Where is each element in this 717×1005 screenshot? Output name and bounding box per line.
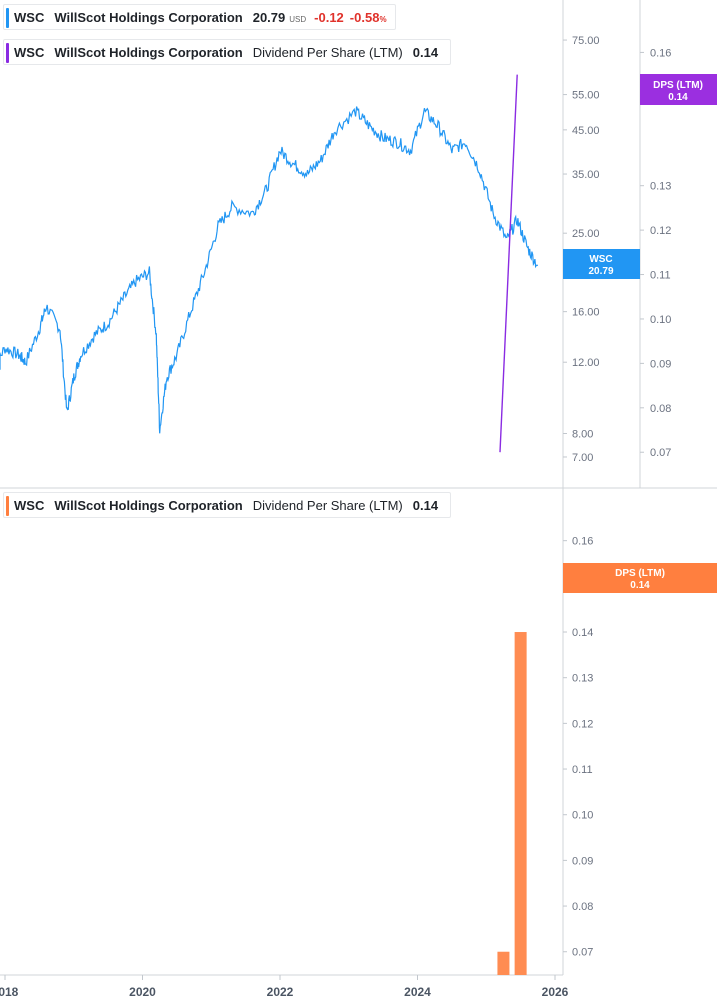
price-tick-label: 35.00 <box>572 169 600 181</box>
dps-tick-label: 0.10 <box>650 314 671 326</box>
x-tick-label: 2018 <box>0 985 19 999</box>
price-tick-label: 16.00 <box>572 307 600 319</box>
dps-bottom-tick-label: 0.13 <box>572 673 593 685</box>
legend-change: -0.12 <box>314 9 344 25</box>
dps-bottom-badge: DPS (LTM) 0.14 <box>563 563 717 593</box>
x-tick-label: 2024 <box>404 985 431 999</box>
legend-ticker: WSC <box>14 9 45 25</box>
dps-bottom-tick-label: 0.12 <box>572 718 593 730</box>
price-legend[interactable]: WSC WillScot Holdings Corporation 20.79 … <box>3 4 396 30</box>
x-axis-ticks: 2018 2020 2022 2024 2026 <box>0 975 569 999</box>
legend-company: WillScot Holdings Corporation <box>54 44 243 60</box>
legend-price: 20.79 <box>252 9 286 25</box>
dps-bottom-badge-label: DPS (LTM) <box>615 568 665 579</box>
price-tick-label: 25.00 <box>572 228 600 240</box>
dps-bottom-legend-swatch <box>6 496 9 516</box>
price-tick-label: 75.00 <box>572 35 600 47</box>
dps-top-badge: DPS (LTM) 0.14 <box>640 74 717 105</box>
legend-ticker: WSC <box>14 497 45 513</box>
dps-bottom-tick-label: 0.09 <box>572 855 593 867</box>
legend-value: 0.14 <box>412 497 439 513</box>
price-tick-label: 7.00 <box>572 452 593 464</box>
dps-bottom-legend[interactable]: WSC WillScot Holdings Corporation Divide… <box>3 492 452 518</box>
dps-top-legend-swatch <box>6 43 9 63</box>
dps-bars <box>497 632 527 975</box>
dps-axis-ticks: 0.16 0.13 0.12 0.11 0.10 0.09 0.08 0.07 <box>640 47 671 459</box>
dps-bottom-tick-label: 0.16 <box>572 536 593 548</box>
x-tick-label: 2022 <box>267 985 294 999</box>
dps-bar <box>497 951 510 975</box>
dps-bottom-tick-label: 0.14 <box>572 627 593 639</box>
dps-bottom-tick-label: 0.10 <box>572 810 593 822</box>
legend-change-pct: -0.58% <box>350 10 387 25</box>
dps-tick-label: 0.09 <box>650 358 671 370</box>
legend-metric: Dividend Per Share (LTM) <box>252 497 403 513</box>
dps-top-legend[interactable]: WSC WillScot Holdings Corporation Divide… <box>3 39 452 65</box>
dps-top-badge-label: DPS (LTM) <box>653 80 703 91</box>
dps-tick-label: 0.07 <box>650 447 671 459</box>
dps-tick-label: 0.16 <box>650 47 671 59</box>
price-tick-label: 8.00 <box>572 428 593 440</box>
x-tick-label: 2020 <box>129 985 156 999</box>
price-axis-ticks: 75.00 55.00 45.00 35.00 25.00 16.00 12.00 8.00 7… <box>563 35 600 464</box>
price-badge-ticker: WSC <box>589 254 612 265</box>
legend-currency: USD <box>289 14 307 24</box>
x-tick-label: 2026 <box>542 985 569 999</box>
legend-pct-sign: % <box>379 14 387 24</box>
legend-company: WillScot Holdings Corporation <box>54 497 243 513</box>
legend-value: 0.14 <box>412 44 439 60</box>
dps-bottom-axis-ticks: 0.16 0.14 0.13 0.12 0.11 0.10 0.09 0.08 0.07 <box>563 536 593 959</box>
dps-tick-label: 0.08 <box>650 403 671 415</box>
dps-bottom-tick-label: 0.07 <box>572 947 593 959</box>
dps-bar <box>514 632 527 975</box>
dps-bottom-badge-value: 0.14 <box>630 580 650 591</box>
dps-series-line <box>499 74 518 453</box>
dps-bottom-tick-label: 0.11 <box>572 764 593 776</box>
dps-top-badge-value: 0.14 <box>668 92 688 103</box>
legend-metric: Dividend Per Share (LTM) <box>252 44 403 60</box>
legend-ticker: WSC <box>14 44 45 60</box>
price-tick-label: 45.00 <box>572 125 600 137</box>
dps-tick-label: 0.13 <box>650 181 671 193</box>
dps-bottom-tick-label: 0.08 <box>572 901 593 913</box>
price-badge-value: 20.79 <box>588 266 613 277</box>
price-tick-label: 12.00 <box>572 357 600 369</box>
price-legend-swatch <box>6 8 9 28</box>
price-tick-label: 55.00 <box>572 90 600 102</box>
price-badge: WSC 20.79 <box>563 249 640 279</box>
dps-tick-label: 0.12 <box>650 225 671 237</box>
price-series-line <box>0 106 539 434</box>
legend-company: WillScot Holdings Corporation <box>54 9 243 25</box>
dps-tick-label: 0.11 <box>650 270 671 282</box>
legend-change-pct-value: -0.58 <box>349 9 380 25</box>
